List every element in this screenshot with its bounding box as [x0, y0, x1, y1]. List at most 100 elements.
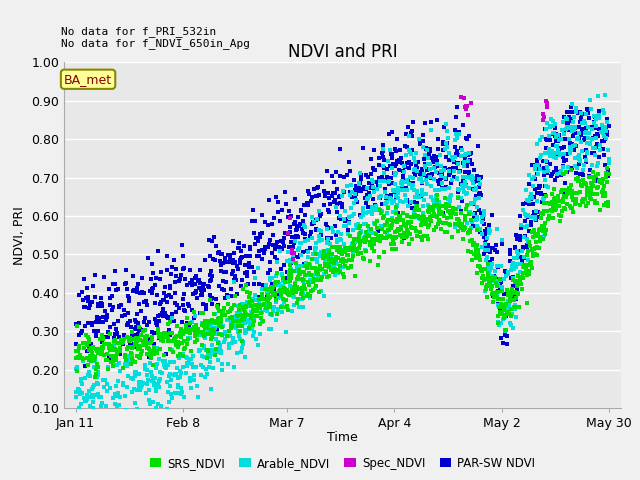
- Point: [262, 291, 273, 299]
- Point: [154, 377, 164, 384]
- Point: [93, 368, 104, 376]
- Point: [479, 233, 489, 241]
- Point: [529, 173, 540, 180]
- Point: [85, 356, 95, 363]
- Point: [201, 328, 211, 336]
- Point: [558, 153, 568, 161]
- Point: [154, 317, 164, 324]
- Point: [261, 283, 271, 291]
- Point: [528, 252, 538, 260]
- Point: [337, 200, 347, 207]
- Point: [442, 127, 452, 135]
- Point: [566, 146, 576, 154]
- Point: [351, 198, 362, 206]
- Point: [211, 335, 221, 343]
- Point: [198, 309, 209, 316]
- Point: [307, 278, 317, 286]
- Point: [191, 331, 202, 339]
- Point: [575, 188, 585, 195]
- Point: [492, 279, 502, 287]
- Point: [370, 229, 380, 237]
- Point: [454, 220, 464, 228]
- Point: [388, 236, 398, 243]
- Point: [490, 246, 500, 254]
- Point: [539, 207, 549, 215]
- Point: [165, 285, 175, 292]
- Point: [244, 320, 255, 328]
- Point: [324, 247, 334, 254]
- Point: [84, 347, 94, 354]
- Point: [169, 317, 179, 325]
- Point: [377, 225, 387, 233]
- Point: [132, 345, 143, 353]
- Point: [518, 200, 529, 208]
- Point: [466, 99, 476, 107]
- Point: [391, 189, 401, 196]
- Point: [480, 246, 490, 254]
- Point: [474, 177, 484, 185]
- Point: [389, 197, 399, 205]
- Point: [298, 294, 308, 302]
- Point: [354, 224, 364, 232]
- Point: [551, 199, 561, 206]
- Point: [534, 182, 545, 190]
- Point: [139, 319, 149, 326]
- Point: [228, 334, 239, 342]
- Point: [115, 345, 125, 352]
- Point: [442, 139, 452, 147]
- Point: [554, 145, 564, 153]
- Point: [130, 399, 140, 407]
- Point: [182, 362, 193, 370]
- Point: [401, 197, 412, 204]
- Point: [580, 134, 590, 142]
- Point: [387, 215, 397, 222]
- Point: [255, 304, 266, 312]
- Point: [106, 416, 116, 423]
- Point: [551, 205, 561, 213]
- Point: [482, 247, 492, 255]
- Point: [360, 195, 371, 203]
- Point: [602, 202, 612, 210]
- Point: [253, 342, 263, 349]
- Point: [302, 264, 312, 272]
- Point: [490, 272, 500, 279]
- Point: [390, 162, 400, 170]
- Point: [317, 179, 327, 186]
- Point: [588, 182, 598, 190]
- Point: [254, 293, 264, 300]
- Point: [426, 126, 436, 133]
- Point: [312, 215, 323, 223]
- Point: [200, 354, 210, 361]
- Point: [324, 272, 335, 280]
- Point: [502, 270, 513, 278]
- Point: [150, 374, 160, 382]
- Point: [117, 312, 127, 320]
- Point: [235, 328, 245, 336]
- Point: [499, 313, 509, 321]
- Point: [270, 279, 280, 287]
- Point: [353, 187, 363, 194]
- Point: [397, 173, 408, 180]
- Point: [573, 177, 584, 184]
- Point: [191, 288, 201, 296]
- Point: [223, 300, 233, 308]
- Point: [252, 307, 262, 315]
- Point: [86, 352, 97, 360]
- Point: [564, 202, 575, 210]
- Point: [423, 201, 433, 209]
- Point: [475, 228, 485, 236]
- Point: [86, 340, 96, 348]
- Point: [289, 293, 300, 301]
- Point: [557, 207, 568, 215]
- Point: [567, 187, 577, 195]
- Point: [410, 224, 420, 232]
- Point: [532, 213, 543, 220]
- Point: [315, 262, 325, 270]
- Point: [385, 195, 396, 203]
- Point: [333, 266, 344, 274]
- Point: [175, 367, 185, 374]
- Point: [490, 292, 500, 300]
- Point: [361, 230, 371, 238]
- Point: [157, 309, 167, 316]
- Point: [525, 201, 535, 208]
